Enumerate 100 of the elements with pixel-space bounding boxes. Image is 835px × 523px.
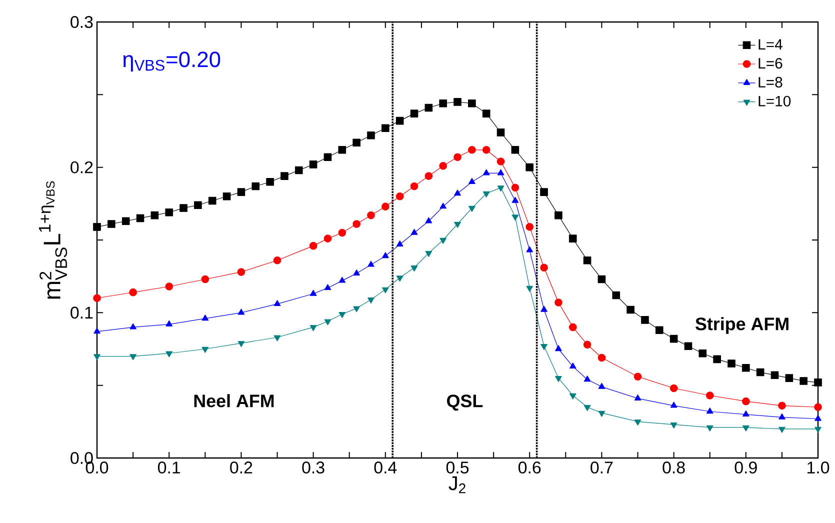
x-tick-label: 0.7 xyxy=(590,462,613,474)
point xyxy=(554,298,562,306)
point xyxy=(598,410,606,417)
point xyxy=(742,410,750,416)
point xyxy=(540,264,548,272)
x-tick-label: 0.2 xyxy=(230,462,252,474)
point xyxy=(136,214,144,222)
x-tick-label: 0.9 xyxy=(734,462,757,474)
point xyxy=(598,275,606,284)
point xyxy=(368,297,374,304)
point xyxy=(129,288,137,296)
point xyxy=(482,169,490,176)
point xyxy=(382,252,389,258)
point xyxy=(280,172,288,180)
point xyxy=(165,282,173,290)
point xyxy=(238,341,245,348)
point xyxy=(670,422,678,428)
point xyxy=(706,425,714,432)
point xyxy=(274,300,281,306)
point xyxy=(512,196,519,203)
point xyxy=(237,188,246,196)
point xyxy=(598,354,606,362)
point xyxy=(353,306,360,312)
point xyxy=(440,238,447,244)
point xyxy=(670,402,678,408)
x-axis-title: J$_{2}$ xyxy=(448,476,466,494)
point xyxy=(778,413,786,420)
point xyxy=(742,364,750,372)
point xyxy=(338,276,346,283)
point xyxy=(612,291,620,300)
point xyxy=(352,138,360,147)
x-tick-label: 0.1 xyxy=(158,462,180,474)
point xyxy=(424,172,433,180)
point xyxy=(454,153,462,162)
point xyxy=(208,196,216,205)
point xyxy=(454,190,461,196)
point xyxy=(382,202,390,210)
point xyxy=(165,208,173,216)
point xyxy=(440,202,447,209)
point xyxy=(814,414,822,421)
point xyxy=(94,328,100,334)
annotation: Neel AFM xyxy=(194,394,274,408)
legend-label: L=10 xyxy=(758,96,791,106)
point xyxy=(180,204,188,212)
point xyxy=(684,342,692,350)
point xyxy=(238,308,245,315)
point xyxy=(94,354,100,360)
point xyxy=(93,223,101,231)
point xyxy=(655,326,664,334)
x-tick-label: 0.5 xyxy=(446,462,469,474)
point xyxy=(309,160,318,168)
point xyxy=(130,323,136,330)
point xyxy=(194,201,202,210)
point xyxy=(410,228,418,235)
point xyxy=(814,426,822,433)
point xyxy=(352,220,360,228)
x-tick-label: 0.6 xyxy=(518,462,541,474)
point xyxy=(202,346,209,353)
point xyxy=(338,312,346,318)
point xyxy=(670,334,678,343)
point xyxy=(634,420,642,426)
point xyxy=(439,162,447,170)
point xyxy=(634,394,642,401)
point xyxy=(424,104,433,112)
point xyxy=(742,397,750,406)
point xyxy=(353,270,360,276)
point xyxy=(454,98,462,106)
point xyxy=(555,376,562,382)
point xyxy=(584,376,591,382)
point xyxy=(526,163,534,172)
annotation: QSL xyxy=(447,394,483,411)
legend-label: L=6 xyxy=(758,58,782,69)
point xyxy=(150,211,159,220)
point xyxy=(569,393,576,400)
point xyxy=(468,99,476,108)
point xyxy=(568,234,577,242)
point xyxy=(382,287,389,294)
point xyxy=(166,351,173,358)
point xyxy=(338,146,346,154)
point xyxy=(266,178,274,186)
point xyxy=(511,146,520,154)
legend-label: L=8 xyxy=(758,76,782,88)
y-tick-label: 0.1 xyxy=(70,306,93,319)
point xyxy=(496,128,505,136)
point xyxy=(324,234,332,242)
point xyxy=(166,320,173,326)
y-tick-label: 0.3 xyxy=(70,16,93,28)
point xyxy=(482,146,490,154)
point xyxy=(382,124,390,132)
point xyxy=(706,392,714,400)
point xyxy=(526,286,534,292)
point xyxy=(396,240,404,246)
point xyxy=(554,211,562,220)
point xyxy=(540,306,548,312)
point xyxy=(368,260,374,267)
point xyxy=(468,206,476,212)
point xyxy=(482,191,490,198)
point xyxy=(310,325,317,332)
point xyxy=(634,372,642,381)
point xyxy=(583,256,592,264)
